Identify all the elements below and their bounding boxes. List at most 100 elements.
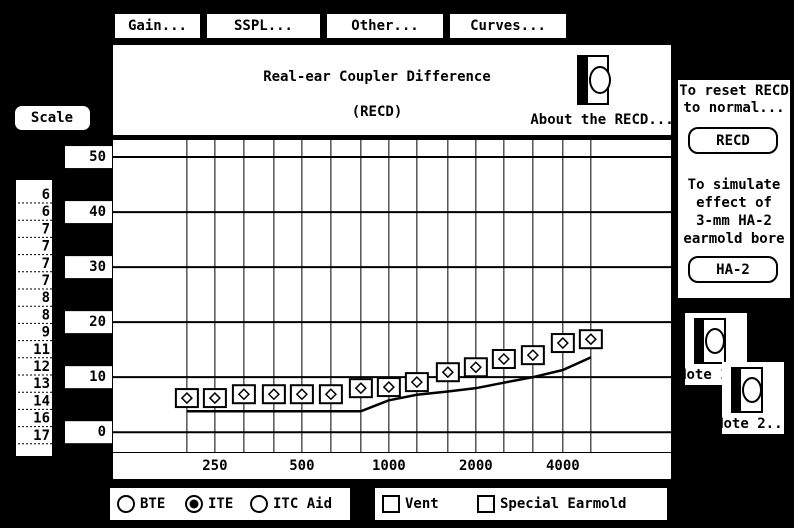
checkbox[interactable] (382, 495, 400, 513)
y-tick-box (65, 146, 112, 169)
scale-value: 11 (33, 342, 50, 358)
data-marker (376, 377, 401, 398)
icon-bubble (589, 66, 611, 94)
marker-diamond (382, 381, 395, 394)
data-marker (231, 384, 256, 405)
scale-button[interactable] (15, 106, 90, 130)
radio-dot (189, 499, 199, 509)
scale-value: 16 (33, 411, 50, 427)
data-marker (404, 372, 429, 393)
note-bubble (705, 328, 725, 354)
marker-diamond (324, 388, 337, 401)
data-marker (550, 333, 575, 354)
marker-diamond (526, 349, 539, 362)
about-label[interactable]: About the RECD... (530, 112, 673, 128)
scale-value: 7 (42, 239, 50, 255)
side-text: To reset RECD (679, 83, 789, 99)
y-tick-label: 10 (89, 369, 106, 385)
marker-diamond (584, 333, 597, 346)
x-tick-label: 2000 (459, 458, 493, 474)
data-marker (435, 362, 460, 383)
x-tick-label: 250 (202, 458, 227, 474)
checkbox-label[interactable]: Vent (405, 496, 439, 512)
menu-button-label[interactable]: SSPL... (234, 18, 293, 34)
scale-value: 6 (42, 204, 50, 220)
data-marker (463, 357, 488, 378)
radio-button[interactable] (250, 495, 268, 513)
menu-button[interactable] (115, 14, 200, 38)
y-tick-box (65, 366, 112, 389)
x-axis-panel (113, 453, 671, 479)
x-tick-label: 1000 (372, 458, 406, 474)
y-tick-box (65, 256, 112, 279)
scale-value: 8 (42, 290, 50, 306)
scale-value: 7 (42, 221, 50, 237)
scale-button-label[interactable]: Scale (31, 110, 73, 126)
reset-button[interactable] (688, 127, 778, 154)
data-marker (578, 329, 603, 350)
menu-button[interactable] (450, 14, 566, 38)
scale-value: 14 (33, 393, 50, 409)
y-tick-label: 40 (89, 204, 106, 220)
data-marker (318, 384, 343, 405)
scale-value: 6 (42, 187, 50, 203)
marker-diamond (410, 376, 423, 389)
marker-diamond (295, 388, 308, 401)
side-text: earmold bore (683, 231, 784, 247)
data-marker (261, 384, 286, 405)
menu-button[interactable] (327, 14, 443, 38)
simulate-button[interactable] (688, 256, 778, 283)
radio-label[interactable]: ITE (208, 496, 233, 512)
menu-button[interactable] (207, 14, 320, 38)
norm-line (186, 356, 592, 413)
y-tick-box (65, 311, 112, 334)
note-bubble (742, 377, 762, 403)
marker-diamond (237, 388, 250, 401)
x-tick-label: 4000 (546, 458, 580, 474)
radio-button[interactable] (117, 495, 135, 513)
radio-label[interactable]: ITC Aid (273, 496, 332, 512)
data-marker (289, 384, 314, 405)
about-icon[interactable] (577, 55, 611, 105)
radio-label[interactable]: BTE (140, 496, 165, 512)
x-tick-label: 500 (289, 458, 314, 474)
simulate-button-label[interactable]: HA-2 (716, 262, 750, 278)
scale-value: 12 (33, 359, 50, 375)
data-marker (348, 378, 373, 399)
y-tick-box (65, 421, 112, 444)
marker-diamond (354, 382, 367, 395)
note-label[interactable]: Note 2... (715, 416, 791, 432)
scale-value: 7 (42, 273, 50, 289)
checkbox[interactable] (477, 495, 495, 513)
marker-diamond (180, 392, 193, 405)
scale-column (16, 180, 52, 456)
checkbox-panel (375, 488, 667, 520)
menu-button-label[interactable]: Curves... (470, 18, 546, 34)
side-text: To simulate (688, 177, 781, 193)
data-marker (491, 349, 516, 370)
scale-value: 7 (42, 256, 50, 272)
marker-diamond (441, 366, 454, 379)
data-marker (520, 345, 545, 366)
y-tick-label: 50 (89, 149, 106, 165)
note-spine (732, 368, 741, 412)
side-text: effect of (696, 195, 772, 211)
y-tick-label: 20 (89, 314, 106, 330)
scale-value: 8 (42, 307, 50, 323)
marker-diamond (497, 352, 510, 366)
y-tick-label: 30 (89, 259, 106, 275)
reset-button-label[interactable]: RECD (716, 133, 750, 149)
menu-button-label[interactable]: Other... (351, 18, 418, 34)
radio-panel (110, 488, 350, 520)
side-text: to normal... (683, 100, 784, 116)
y-tick-box (65, 201, 112, 224)
scale-value: 9 (42, 325, 50, 341)
marker-diamond (267, 388, 280, 401)
scale-value: 17 (33, 428, 50, 444)
icon-spine (578, 56, 588, 104)
checkbox-label[interactable]: Special Earmold (500, 496, 626, 512)
data-marker (174, 388, 199, 409)
scale-value: 13 (33, 376, 50, 392)
menu-button-label[interactable]: Gain... (128, 18, 187, 34)
chart-subtitle: (RECD) (352, 104, 403, 120)
